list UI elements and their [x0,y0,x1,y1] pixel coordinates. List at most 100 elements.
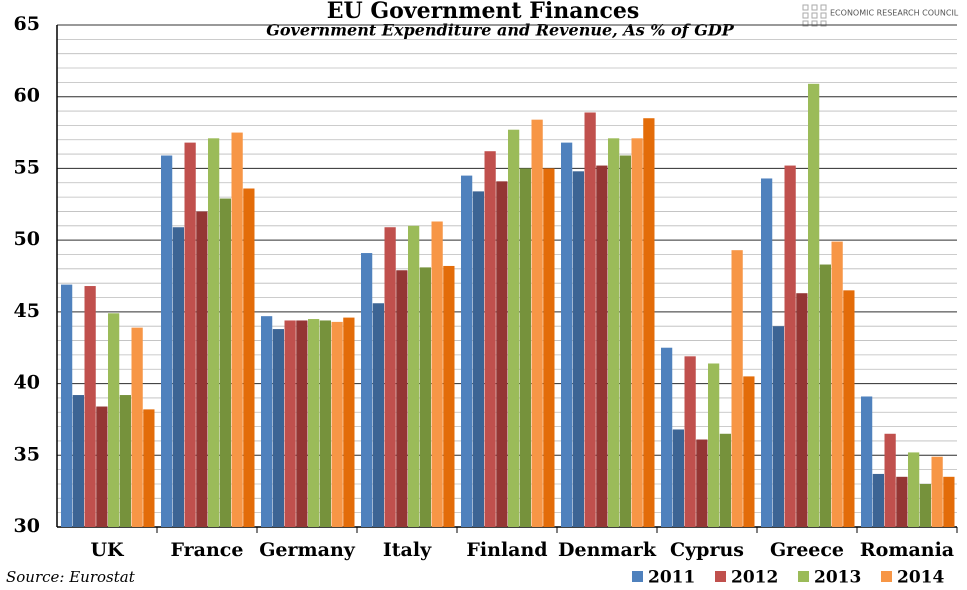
bar [843,290,855,527]
bar [219,198,231,527]
bar [243,188,255,527]
y-tick-label: 35 [14,443,40,465]
bar [284,320,296,527]
bar [519,168,531,527]
chart-title: EU Government Finances [327,0,640,24]
y-tick-label: 65 [14,13,40,35]
bar [172,227,184,527]
legend-label: 2013 [814,568,861,588]
legend-label: 2012 [731,568,778,588]
bar [419,267,431,527]
bar [184,142,196,527]
bar [496,181,508,527]
bar [708,363,720,527]
chart-subtitle: Government Expenditure and Revenue, As %… [266,21,735,40]
bar [408,225,420,528]
bar [908,452,920,527]
x-tick-label: Germany [259,539,356,561]
legend-swatch [798,571,809,582]
bar [819,264,831,527]
logo-text: ECONOMIC RESEARCH COUNCIL [830,9,959,18]
bar [431,221,443,528]
bar [331,321,343,527]
bar [119,395,131,527]
bar [396,270,408,527]
bar [831,241,843,527]
x-tick-label: Finland [466,539,547,561]
bar [731,250,743,527]
bar [696,439,708,527]
logo-icon [802,4,827,27]
bar [672,429,684,527]
bar [543,168,555,527]
bar [584,112,596,528]
bar [261,316,273,527]
legend-label: 2014 [897,568,944,588]
x-tick-label: France [171,539,244,561]
x-tick-label: Italy [383,539,432,561]
bar [631,138,643,527]
bar [84,286,96,527]
bar [61,284,73,527]
x-tick-label: Romania [860,539,954,561]
bar [361,253,373,527]
bar [884,433,896,527]
bar [208,138,220,527]
bar [196,211,208,527]
bar [484,151,496,527]
legend-label: 2011 [648,568,695,588]
y-tick-label: 60 [14,85,40,107]
bar [743,376,755,527]
bar [943,476,955,527]
bar [531,119,543,528]
bar [96,406,108,527]
y-tick-label: 50 [14,228,40,250]
bar [131,327,143,527]
legend-swatch [715,571,726,582]
bar [108,313,120,527]
bar [772,326,784,527]
bar [784,165,796,527]
bar [296,320,308,527]
x-tick-label: UK [90,539,125,561]
bar [684,356,696,527]
bar [796,293,808,527]
y-tick-label: 45 [14,300,40,322]
bar [661,347,673,527]
legend-swatch [881,571,892,582]
bar [143,409,155,527]
bar [372,303,384,527]
bar [461,175,473,527]
bar [443,265,455,527]
bar [508,129,520,527]
bar [619,155,631,527]
source-note: Source: Eurostat [6,568,136,586]
bar [384,227,396,527]
bar [343,317,355,527]
bar [561,142,573,527]
bar [808,83,820,527]
bar [72,395,84,527]
bar [896,476,908,527]
bar [596,165,608,527]
bar [308,319,320,527]
legend-swatch [632,571,643,582]
bar [761,178,773,527]
x-tick-label: Denmark [558,539,657,561]
bar [643,118,655,527]
bar [161,155,173,527]
bar [608,138,620,527]
bar [272,329,284,527]
bar [861,396,873,527]
bar [231,132,243,528]
bar [872,473,884,527]
y-tick-label: 30 [14,515,40,537]
bar [919,483,931,527]
bar [931,456,943,527]
bar [719,433,731,527]
x-tick-label: Cyprus [670,539,744,561]
bar [319,320,331,527]
y-tick-label: 55 [14,156,40,178]
bar [472,191,484,527]
